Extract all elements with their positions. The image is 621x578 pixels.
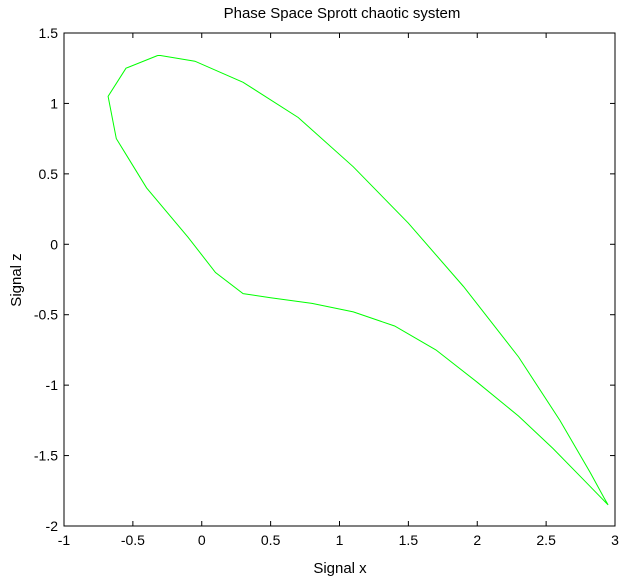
y-tick-label: -1 [46,377,59,393]
x-tick-label: -0.5 [121,532,145,548]
y-tick-label: -2 [46,518,59,534]
x-tick-label: 2.5 [536,532,556,548]
y-tick-label: 0 [50,236,58,252]
y-axis-title: Signal z [8,253,25,306]
x-axis-title: Signal x [313,560,367,577]
x-tick-label: 1.5 [399,532,419,548]
x-tick-label: -1 [58,532,71,548]
y-tick-label: -1.5 [34,448,58,464]
x-tick-label: 1 [336,532,344,548]
x-tick-label: 0.5 [261,532,281,548]
x-tick-label: 3 [611,532,619,548]
y-tick-label: 1.5 [39,25,59,41]
x-tick-label: 0 [198,532,206,548]
chart-title: Phase Space Sprott chaotic system [224,5,461,22]
y-tick-label: -0.5 [34,307,58,323]
y-tick-label: 1 [50,95,58,111]
x-tick-label: 2 [473,532,481,548]
y-tick-label: 0.5 [39,166,59,182]
attractor-trajectory-0 [107,55,609,506]
plot-area-frame [63,32,616,527]
